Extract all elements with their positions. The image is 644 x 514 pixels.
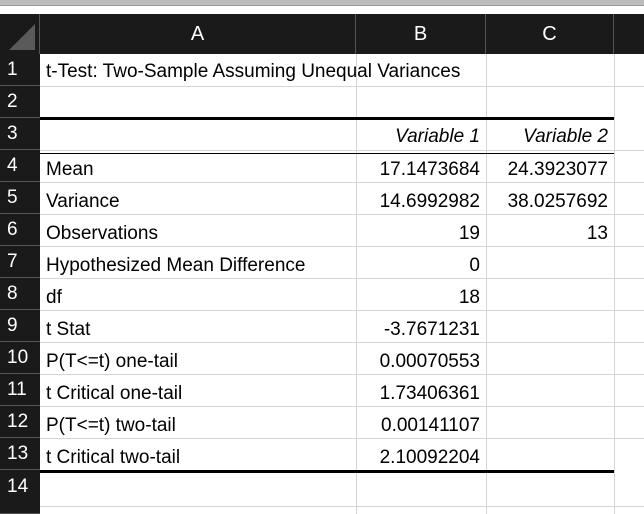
stat-value-var2[interactable] bbox=[486, 250, 614, 282]
grid-line bbox=[486, 54, 487, 514]
stat-label[interactable]: t Stat bbox=[46, 319, 91, 340]
stat-value-var1[interactable]: -3.7671231 bbox=[383, 319, 480, 340]
select-all-triangle-icon bbox=[9, 24, 35, 50]
stat-value-var2[interactable] bbox=[486, 378, 614, 410]
stat-label[interactable]: Variance bbox=[46, 191, 120, 212]
row-header-14[interactable]: 14 bbox=[0, 470, 40, 514]
grid-line bbox=[40, 246, 644, 247]
stat-value-var2[interactable] bbox=[486, 442, 614, 474]
row-header-1[interactable]: 1 bbox=[0, 54, 40, 86]
stat-label[interactable]: Observations bbox=[46, 223, 158, 244]
stat-value-var1[interactable]: 2.10092204 bbox=[379, 447, 480, 468]
stat-label[interactable]: Mean bbox=[46, 159, 94, 180]
stat-value-var1[interactable]: 19 bbox=[458, 223, 480, 244]
grid-line bbox=[40, 438, 644, 439]
row-header-6[interactable]: 6 bbox=[0, 214, 40, 246]
grid-line bbox=[40, 310, 644, 311]
stat-label[interactable]: P(T<=t) one-tail bbox=[46, 351, 178, 372]
stat-value-var2[interactable] bbox=[486, 346, 614, 378]
stat-value-var1[interactable]: 14.6992982 bbox=[379, 191, 480, 212]
stat-label[interactable]: t Critical two-tail bbox=[46, 447, 181, 468]
grid-line bbox=[40, 374, 644, 375]
stat-value-var1[interactable]: 1.73406361 bbox=[379, 383, 480, 404]
column-header-b[interactable]: B bbox=[356, 14, 486, 54]
table-header-border bbox=[40, 153, 614, 154]
stat-value-var2[interactable] bbox=[486, 282, 614, 314]
grid-line bbox=[356, 54, 357, 514]
row-header-11[interactable]: 11 bbox=[0, 374, 40, 406]
variable-2-header[interactable]: Variable 2 bbox=[523, 126, 608, 147]
stat-label[interactable]: t Critical one-tail bbox=[46, 383, 183, 404]
row-header-3[interactable]: 3 bbox=[0, 118, 40, 150]
stat-value-var2[interactable]: 24.3923077 bbox=[507, 159, 608, 180]
row-header-5[interactable]: 5 bbox=[0, 182, 40, 214]
toolbar-strip bbox=[0, 0, 644, 6]
grid-line bbox=[40, 86, 644, 87]
grid-line bbox=[40, 214, 644, 215]
grid-line bbox=[40, 182, 644, 183]
table-bottom-border bbox=[40, 470, 614, 473]
column-header-a[interactable]: A bbox=[40, 14, 356, 54]
row-header-13[interactable]: 13 bbox=[0, 438, 40, 470]
table-top-border bbox=[40, 117, 614, 120]
select-all-corner[interactable] bbox=[0, 14, 40, 54]
grid-line bbox=[40, 278, 644, 279]
column-header-d[interactable] bbox=[614, 14, 644, 54]
grid-line bbox=[40, 506, 644, 507]
stat-label[interactable]: Hypothesized Mean Difference bbox=[46, 255, 306, 276]
stat-value-var1[interactable]: 0.00070553 bbox=[379, 351, 480, 372]
row-header-9[interactable]: 9 bbox=[0, 310, 40, 342]
grid-line bbox=[40, 406, 644, 407]
grid-line bbox=[40, 342, 644, 343]
grid-line bbox=[614, 54, 615, 514]
row-header-12[interactable]: 12 bbox=[0, 406, 40, 438]
stat-value-var1[interactable]: 0 bbox=[469, 255, 480, 276]
stat-value-var1[interactable]: 17.1473684 bbox=[379, 159, 480, 180]
stat-value-var1[interactable]: 0.00141107 bbox=[381, 415, 480, 436]
variable-1-header[interactable]: Variable 1 bbox=[395, 126, 480, 147]
row-header-4[interactable]: 4 bbox=[0, 150, 40, 182]
stat-value-var2[interactable]: 13 bbox=[586, 223, 608, 244]
row-header-2[interactable]: 2 bbox=[0, 86, 40, 118]
stat-label[interactable]: P(T<=t) two-tail bbox=[46, 415, 176, 436]
row-header-7[interactable]: 7 bbox=[0, 246, 40, 278]
stat-value-var2[interactable] bbox=[486, 314, 614, 346]
column-header-c[interactable]: C bbox=[486, 14, 614, 54]
row-header-10[interactable]: 10 bbox=[0, 342, 40, 374]
stat-label[interactable]: df bbox=[46, 287, 62, 308]
stat-value-var2[interactable]: 38.0257692 bbox=[507, 191, 608, 212]
stat-value-var2[interactable] bbox=[486, 410, 614, 442]
grid-line bbox=[40, 150, 644, 151]
row-header-8[interactable]: 8 bbox=[0, 278, 40, 310]
stat-value-var1[interactable]: 18 bbox=[458, 287, 480, 308]
output-title[interactable]: t-Test: Two-Sample Assuming Unequal Vari… bbox=[46, 61, 461, 82]
